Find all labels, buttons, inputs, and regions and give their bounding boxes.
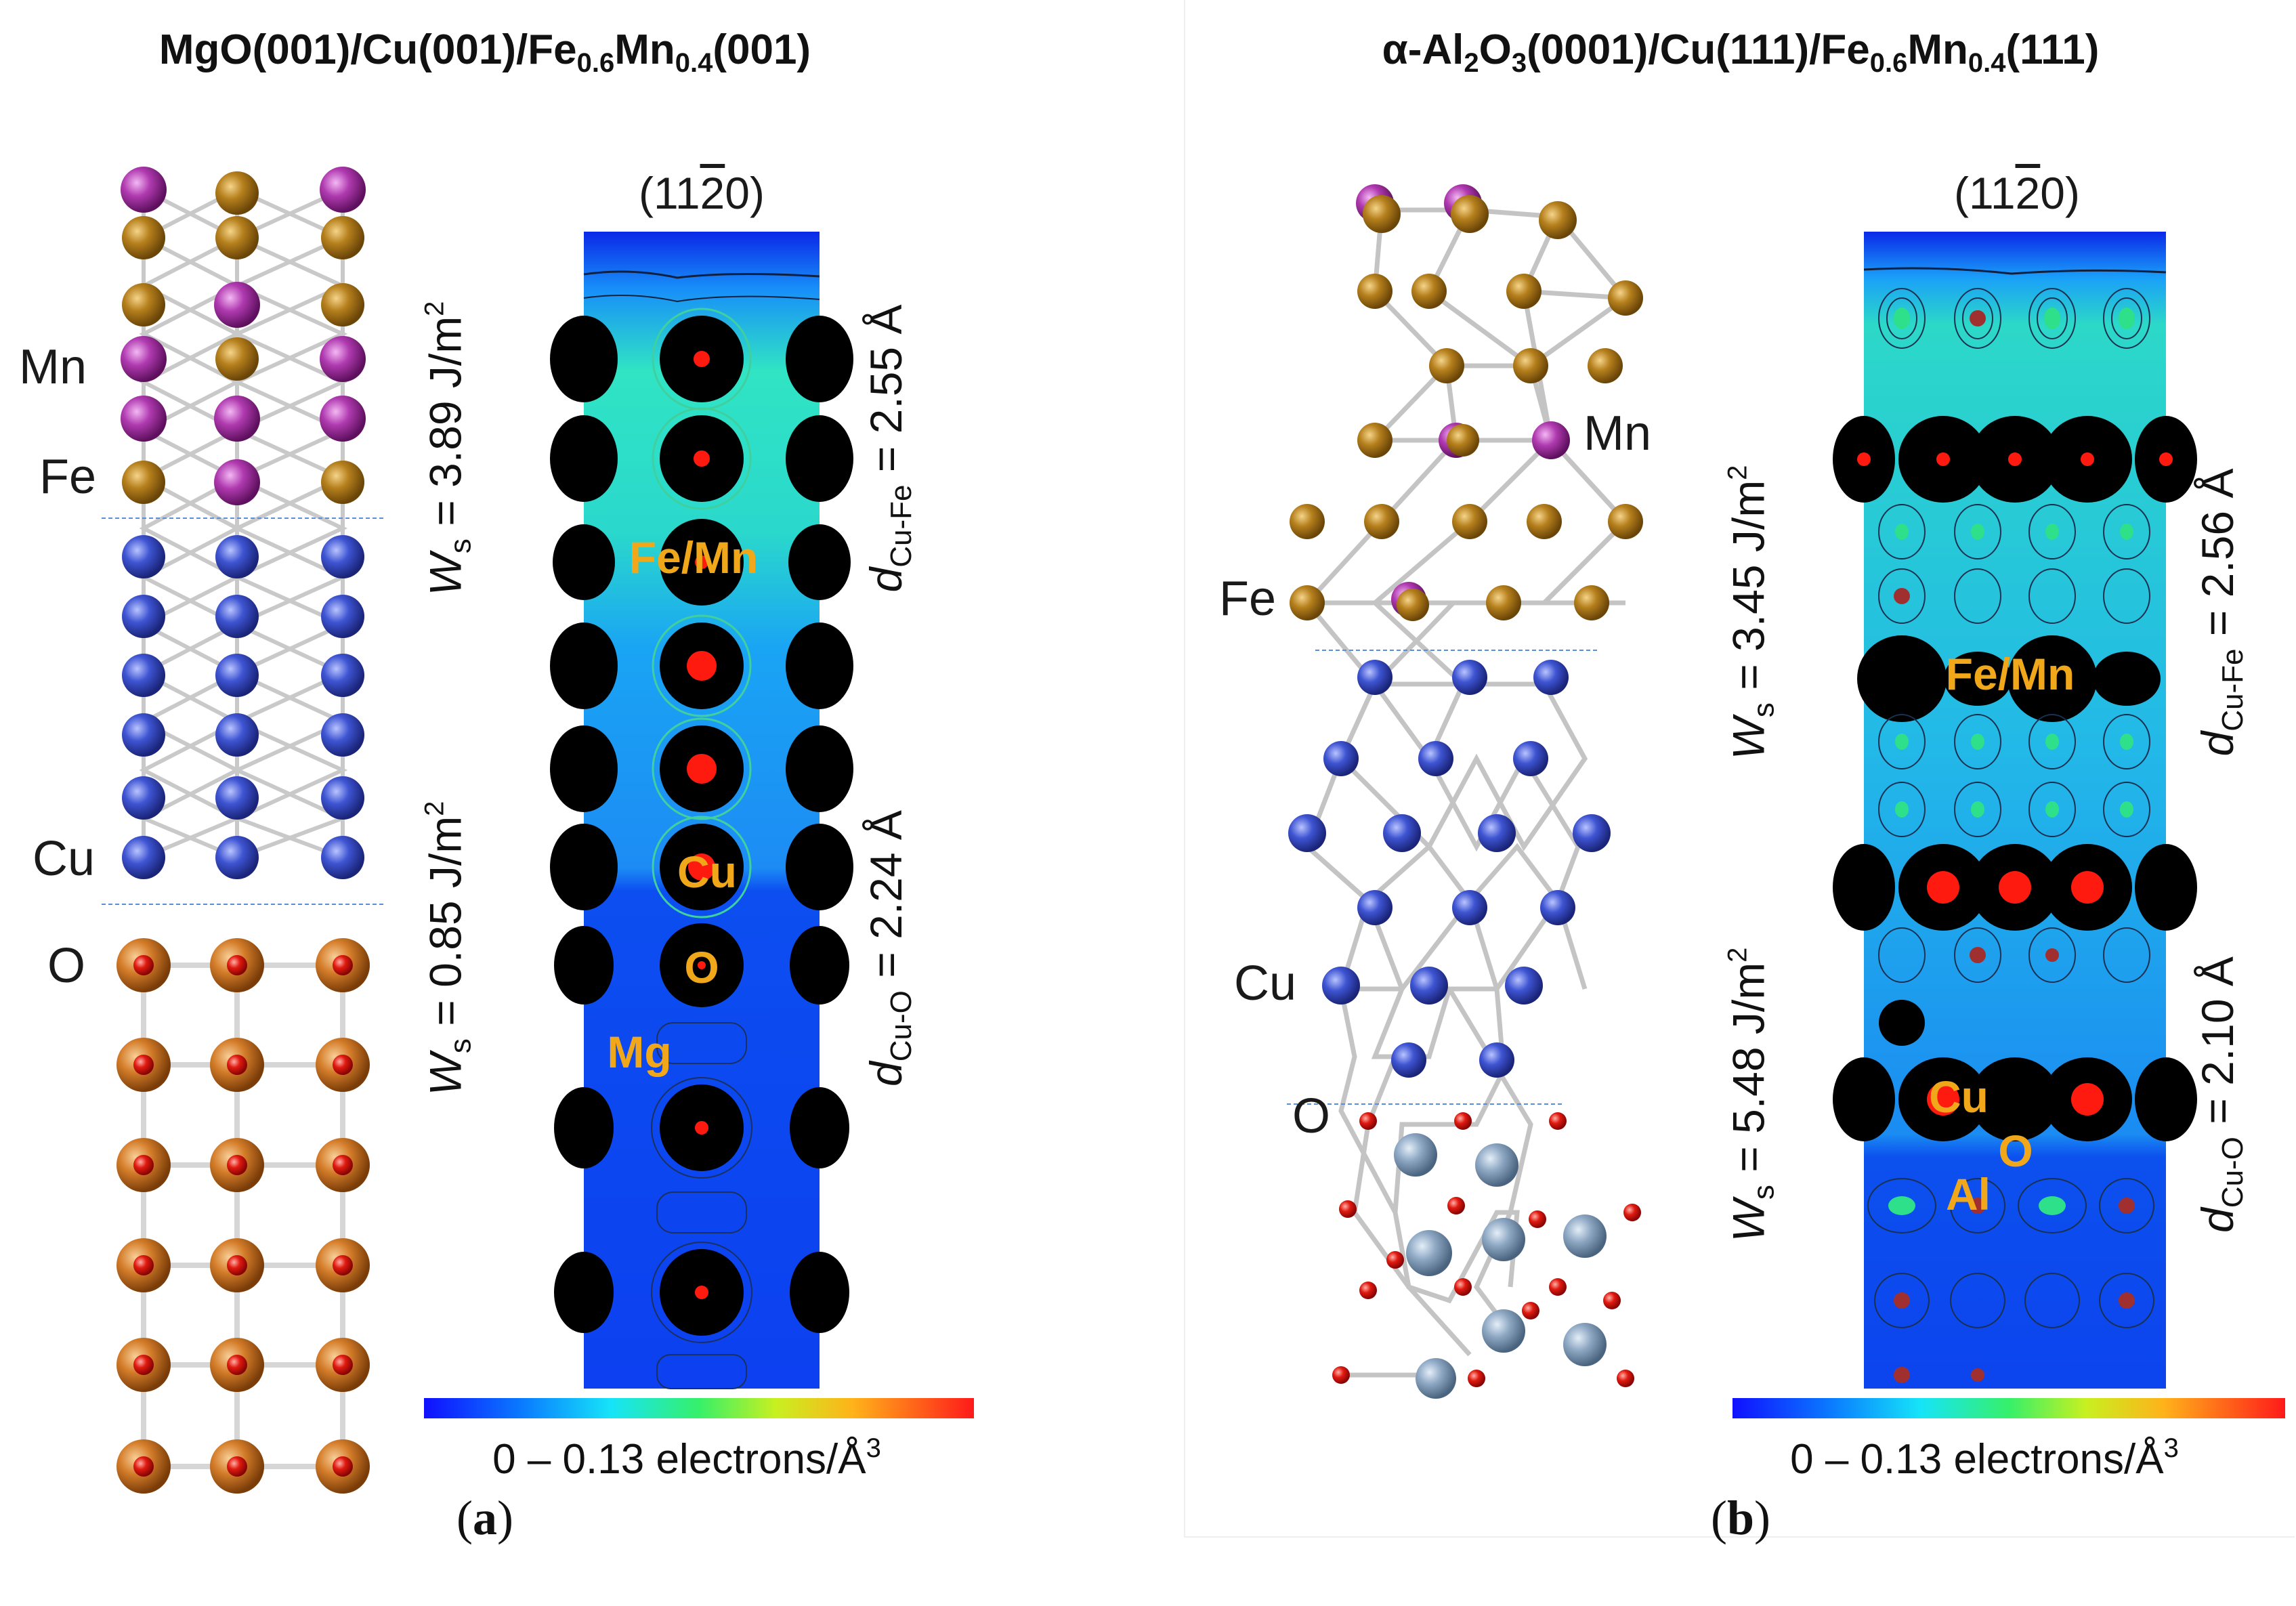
- panel-b-label-mn: Mn: [1583, 406, 1652, 461]
- panel-a-d-cuo: dCu-O = 2.24 Å: [861, 810, 918, 1086]
- panel-a-ws-top: Ws = 3.89 J/m2: [419, 301, 477, 596]
- panel-a-label-cu: Cu: [33, 832, 95, 886]
- panel-b-caption: (b): [1710, 1491, 1771, 1545]
- panel-a-map-label-cu: Cu: [677, 847, 737, 897]
- panel-b-map-label-al: Al: [1946, 1169, 1991, 1219]
- panel-a-crystal-structure: [102, 167, 385, 1494]
- panel-a-plane-label: (1120): [639, 168, 765, 218]
- panel-a-caption: (a): [456, 1491, 513, 1545]
- panel-b-title: α-Al2O3(0001)/Cu(111)/Fe0.6Mn0.4(111): [1382, 26, 2100, 78]
- panel-b-cu-atoms: [1288, 660, 1611, 1078]
- panel-b-plane-label: (1120): [1954, 168, 2080, 218]
- panel-b-d-cuo: dCu-O = 2.10 Å: [2192, 956, 2249, 1233]
- panel-b-label-cu: Cu: [1234, 956, 1297, 1011]
- panel-a-cu-atoms: [122, 535, 364, 879]
- panel-b-d-cufe: dCu-Fe = 2.56 Å: [2192, 468, 2249, 757]
- panel-b-label-fe: Fe: [1219, 572, 1277, 626]
- panel-b-femn-atoms: [1290, 184, 1643, 621]
- panel-a-charge-density-map: [550, 232, 853, 1389]
- panel-b-ws-bottom: Ws = 5.48 J/m2: [1722, 947, 1781, 1242]
- panel-a-colorbar-label: 0 – 0.13 electrons/Å3: [492, 1433, 881, 1483]
- panel-b-frame: [1184, 0, 2295, 1538]
- panel-b-crystal-structure: [1287, 184, 1643, 1399]
- panel-b-ws-top: Ws = 3.45 J/m2: [1722, 465, 1781, 760]
- panel-a-map-label-o: O: [684, 942, 719, 992]
- panel-b-map-label-o: O: [1998, 1126, 2033, 1176]
- panel-b-metal-bonds: [1304, 207, 1630, 1378]
- panel-b-alumina-atoms: [1332, 1112, 1641, 1399]
- panel-a-femn-atoms: [121, 167, 366, 505]
- panel-b-colorbar-label: 0 – 0.13 electrons/Å3: [1790, 1433, 2179, 1483]
- panel-a-label-fe: Fe: [39, 450, 97, 504]
- panel-a-ws-bottom: Ws = 0.85 J/m2: [419, 801, 477, 1096]
- panel-a-map-label-femn: Fe/Mn: [629, 532, 759, 583]
- panel-a-d-cufe: dCu-Fe = 2.55 Å: [861, 304, 918, 593]
- panel-a-title: MgO(001)/Cu(001)/Fe0.6Mn0.4(001): [158, 26, 811, 78]
- panel-a-map-label-mg: Mg: [607, 1027, 672, 1077]
- panel-a-label-o: O: [47, 939, 86, 993]
- panel-b-label-o: O: [1292, 1089, 1331, 1143]
- panel-b-charge-density-map: [1833, 232, 2197, 1389]
- panel-b-map-label-femn: Fe/Mn: [1945, 649, 2075, 699]
- panel-b-map-label-cu: Cu: [1929, 1072, 1989, 1122]
- panel-a-colorbar: [424, 1398, 974, 1418]
- panel-a-label-mn: Mn: [19, 340, 87, 394]
- panel-b-colorbar: [1732, 1398, 2285, 1418]
- panel-a-mgo-atoms: [116, 938, 370, 1494]
